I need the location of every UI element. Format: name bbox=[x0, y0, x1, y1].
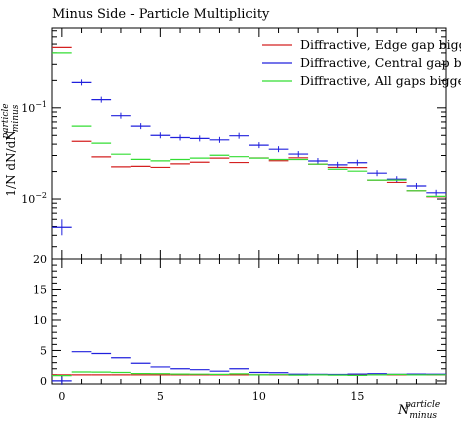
main-y-tick-label: 10−1 bbox=[21, 100, 47, 115]
x-tick-label: 5 bbox=[157, 390, 164, 403]
x-tick-label: 0 bbox=[58, 390, 65, 403]
x-tick-label: 10 bbox=[252, 390, 266, 403]
y-axis-label-sup: particle bbox=[1, 103, 11, 138]
y-axis-label: 1/N dN/dNminusparticle bbox=[1, 103, 21, 196]
ratio-series-group bbox=[52, 351, 446, 385]
x-axis-label: Nminusparticle bbox=[397, 400, 440, 421]
x-axis-label-sup: particle bbox=[405, 400, 440, 410]
ratio-plot-frame bbox=[51, 258, 447, 385]
legend-label-2: Diffractive, All gaps bigge bbox=[300, 73, 461, 88]
main-y-ticks: 10−2 10−1 bbox=[21, 28, 446, 259]
ratio-ticks: 0 5 10 15 20 0 5 10 15 bbox=[33, 253, 446, 403]
chart-title: Minus Side - Particle Multiplicity bbox=[52, 7, 270, 22]
x-axis-label-sub: minus bbox=[409, 411, 437, 421]
legend-label-0: Diffractive, Edge gap bigg bbox=[300, 37, 461, 52]
legend: Diffractive, Edge gap bigg Diffractive, C… bbox=[262, 37, 461, 88]
main-series-group bbox=[52, 46, 446, 236]
x-axis-label-main: N bbox=[397, 403, 410, 418]
legend-label-1: Diffractive, Central gap bi bbox=[300, 55, 461, 70]
main-y-tick-label: 10−2 bbox=[21, 191, 47, 206]
y-axis-label-sub: minus bbox=[11, 104, 21, 132]
x-tick-label: 15 bbox=[350, 390, 364, 403]
ratio-y-tick-label: 20 bbox=[33, 253, 47, 266]
y-axis-label-main: 1/N dN/dN bbox=[4, 130, 18, 196]
ratio-y-tick-label: 10 bbox=[33, 314, 47, 327]
ratio-y-tick-label: 0 bbox=[40, 375, 47, 388]
ratio-y-tick-label: 15 bbox=[33, 283, 47, 296]
ratio-y-tick-label: 5 bbox=[40, 344, 47, 357]
